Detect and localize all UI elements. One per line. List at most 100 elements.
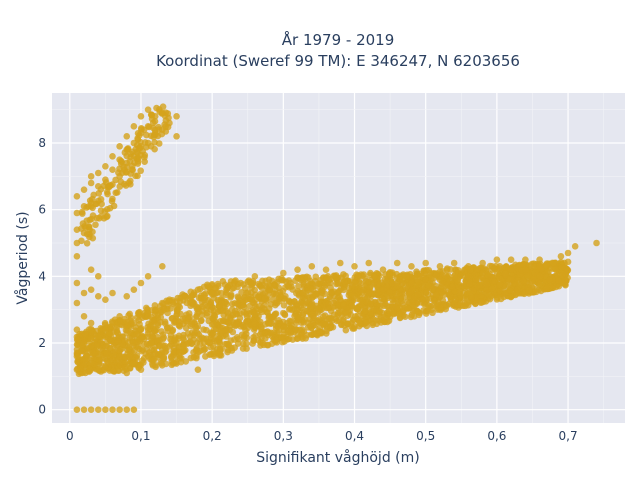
data-point-fill xyxy=(83,352,90,360)
data-point-fill xyxy=(373,320,381,328)
data-point-fill xyxy=(180,348,187,355)
data-point-fill xyxy=(438,289,446,296)
data-point-fill xyxy=(327,284,334,291)
data-point-fill xyxy=(243,317,251,325)
data-point-fill xyxy=(223,333,230,340)
data-point xyxy=(173,339,180,347)
data-point-fill xyxy=(272,282,279,290)
data-point-fill xyxy=(142,304,150,312)
data-point xyxy=(479,269,486,277)
data-point-fill xyxy=(522,261,530,268)
data-point-fill xyxy=(332,274,340,281)
data-point-fill xyxy=(171,318,179,325)
data-point-fill xyxy=(341,277,348,285)
data-point-fill xyxy=(293,335,301,343)
data-point xyxy=(109,356,116,363)
data-point-fill xyxy=(457,272,464,280)
data-point xyxy=(393,259,401,267)
data-point xyxy=(536,256,543,263)
data-point-fill xyxy=(210,348,218,356)
data-point-fill xyxy=(520,290,528,298)
data-point xyxy=(180,336,187,343)
data-point xyxy=(94,366,102,373)
data-point-fill xyxy=(193,312,200,320)
data-point-fill xyxy=(524,272,532,279)
data-point xyxy=(194,366,202,373)
data-point-fill xyxy=(161,318,169,326)
data-point-fill xyxy=(325,276,333,284)
data-point-fill xyxy=(360,271,368,278)
data-point-fill xyxy=(216,327,224,334)
data-point-fill xyxy=(304,324,312,331)
data-point-fill xyxy=(255,280,262,288)
data-point-fill xyxy=(315,283,322,291)
data-point-fill xyxy=(196,347,204,355)
scatter-points xyxy=(73,103,600,413)
data-point xyxy=(116,353,123,360)
data-point-fill xyxy=(251,324,259,331)
data-point-fill xyxy=(334,280,342,287)
data-point-fill xyxy=(238,331,246,339)
data-point-fill xyxy=(477,292,485,300)
data-point-fill xyxy=(103,188,111,196)
data-point-fill xyxy=(158,360,165,367)
data-point xyxy=(251,319,259,327)
data-point-fill xyxy=(280,302,288,309)
data-point xyxy=(144,139,152,147)
data-point xyxy=(159,109,166,117)
data-point xyxy=(80,186,88,193)
data-point-fill xyxy=(158,328,165,335)
data-point xyxy=(80,339,88,347)
data-point-fill xyxy=(415,278,423,286)
data-point-fill xyxy=(188,320,195,328)
data-point-fill xyxy=(160,353,168,361)
data-point-fill xyxy=(222,291,230,298)
data-point-fill xyxy=(334,289,342,296)
data-point-fill xyxy=(170,347,177,355)
data-point-fill xyxy=(200,335,207,342)
data-point-fill xyxy=(108,197,116,205)
data-point-fill xyxy=(93,200,101,208)
data-point xyxy=(571,243,579,250)
data-point-fill xyxy=(190,300,198,307)
data-point-fill xyxy=(348,302,356,309)
y-tick-label: 8 xyxy=(38,136,46,150)
data-point-fill xyxy=(285,277,293,284)
data-point xyxy=(102,176,109,183)
data-point-fill xyxy=(243,340,250,347)
data-point xyxy=(151,129,159,137)
data-point-fill xyxy=(251,286,259,294)
data-point-fill xyxy=(212,284,219,292)
data-point-fill xyxy=(449,283,456,290)
data-point-fill xyxy=(396,276,404,284)
data-point-fill xyxy=(397,298,405,305)
data-point-fill xyxy=(488,285,496,292)
data-point-fill xyxy=(86,365,94,373)
data-point-fill xyxy=(260,341,268,349)
data-point-fill xyxy=(122,169,130,176)
data-point xyxy=(351,263,358,270)
data-point xyxy=(80,406,88,413)
data-point-fill xyxy=(114,329,122,337)
data-point-fill xyxy=(81,330,89,338)
data-point xyxy=(123,146,131,153)
data-point-fill xyxy=(303,307,311,314)
data-point-fill xyxy=(292,325,300,333)
data-point-fill xyxy=(401,313,409,321)
x-tick-label: 0,4 xyxy=(345,429,364,443)
data-point-fill xyxy=(155,140,163,147)
data-point xyxy=(351,293,358,300)
data-point-fill xyxy=(275,317,283,324)
data-point xyxy=(166,343,173,350)
data-point-fill xyxy=(191,330,199,337)
data-point-fill xyxy=(537,287,545,295)
data-point-fill xyxy=(140,340,148,348)
data-point xyxy=(87,173,95,180)
data-point-fill xyxy=(496,262,504,270)
data-point-fill xyxy=(422,288,430,296)
data-point-fill xyxy=(150,316,157,324)
data-point-fill xyxy=(285,283,293,291)
data-point-fill xyxy=(232,277,239,284)
data-point-fill xyxy=(152,361,159,369)
data-point-fill xyxy=(275,294,283,302)
